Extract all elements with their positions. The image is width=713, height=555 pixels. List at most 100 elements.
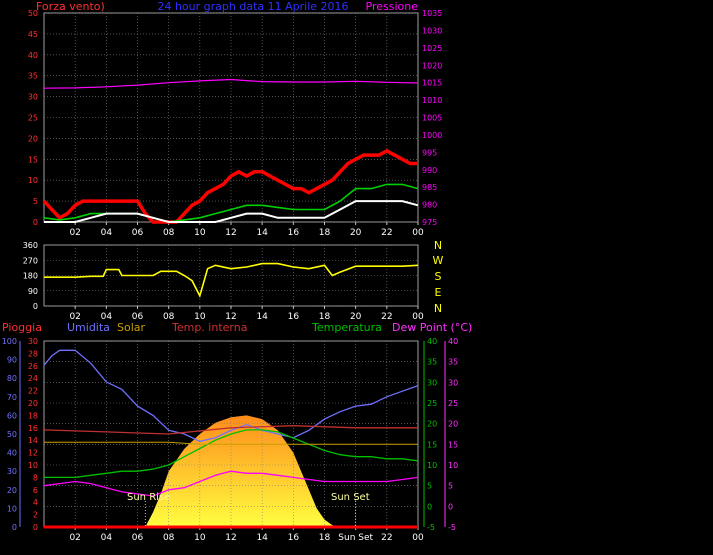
- inside-temp-label: Temp. interna: [171, 321, 247, 334]
- wind-ytick-label: 45: [28, 30, 38, 39]
- wind-xtick-label: 14: [256, 228, 268, 238]
- atmo-xtick-label: 22: [381, 533, 392, 543]
- pressure-ytick-label: 1035: [422, 9, 442, 18]
- wind-pressure-panel: 0510152025303540455097598098599099510001…: [28, 9, 443, 238]
- wind-ytick-label: 10: [28, 176, 38, 185]
- sun-rise-label: Sun Rise: [127, 492, 170, 503]
- humidity-label: Umidita: [67, 321, 110, 334]
- pressure-line: [43, 78, 419, 89]
- humidity-ytick-label: 80: [7, 374, 17, 383]
- dew-ytick-label: 25: [448, 399, 458, 408]
- humidity-ytick-label: 10: [7, 504, 17, 513]
- pressure-ytick-label: 990: [422, 166, 437, 175]
- rain-ytick-label: 28: [28, 349, 38, 358]
- rain-label: Pioggia: [2, 321, 42, 334]
- compass-west: W: [433, 254, 444, 267]
- direction-ytick-label: 90: [28, 287, 38, 296]
- rain-ytick-label: 18: [28, 411, 38, 420]
- temperature-ytick-label: 5: [427, 482, 432, 491]
- sun-set-label: Sun Set: [331, 492, 370, 503]
- dew-ytick-label: 15: [448, 440, 458, 449]
- atmo-xtick-label: 08: [163, 533, 175, 543]
- pressure-ytick-label: 980: [422, 201, 437, 210]
- atmo-xtick-label: 16: [288, 533, 300, 543]
- wind-ytick-label: 0: [33, 218, 38, 227]
- rain-ytick-label: 8: [33, 473, 38, 482]
- humidity-ytick-label: 90: [7, 356, 17, 365]
- direction-xtick-label: 02: [69, 312, 80, 322]
- direction-xtick-label: 16: [288, 312, 300, 322]
- atmo-xtick-label: 00: [412, 533, 424, 543]
- humidity-ytick-label: 60: [7, 411, 17, 420]
- direction-xtick-label: 14: [256, 312, 268, 322]
- dew-ytick-label: -5: [448, 523, 456, 532]
- temperature-ytick-label: 15: [427, 440, 437, 449]
- pressure-ytick-label: 1000: [422, 131, 442, 140]
- wind-xtick-label: 08: [163, 228, 175, 238]
- rain-ytick-label: 12: [28, 449, 38, 458]
- humidity-ytick-label: 30: [7, 467, 17, 476]
- pressure-ytick-label: 995: [422, 148, 437, 157]
- direction-ytick-label: 180: [23, 272, 38, 281]
- rain-ytick-label: 14: [28, 436, 38, 445]
- pressure-ytick-label: 1010: [422, 96, 442, 105]
- rain-ytick-label: 10: [28, 461, 38, 470]
- dew-ytick-label: 30: [448, 378, 458, 387]
- solar-label: Solar: [117, 321, 146, 334]
- atmo-xtick-label: 12: [225, 533, 236, 543]
- wind-direction-line: [44, 262, 419, 298]
- direction-xtick-label: 04: [101, 312, 113, 322]
- temperature-ytick-label: 10: [427, 461, 437, 470]
- graph-date-title: 24 hour graph data 11 Aprile 2016: [157, 0, 348, 13]
- humidity-ytick-label: 70: [7, 393, 17, 402]
- direction-xtick-label: 22: [381, 312, 392, 322]
- dew-ytick-label: 5: [448, 482, 453, 491]
- dew-ytick-label: 0: [448, 502, 453, 511]
- humidity-ytick-label: 50: [7, 430, 17, 439]
- temperature-ytick-label: 35: [427, 358, 437, 367]
- atmo-xtick-label: 02: [69, 533, 80, 543]
- temperature-label: Temperatura: [311, 321, 382, 334]
- direction-xtick-label: 20: [350, 312, 362, 322]
- compass-east: E: [435, 286, 442, 299]
- wind-ytick-label: 30: [28, 93, 38, 102]
- dew-point-label: Dew Point (°C): [392, 321, 472, 334]
- pressure-ytick-label: 1020: [422, 61, 442, 70]
- direction-ytick-label: 360: [23, 241, 38, 250]
- rain-ytick-label: 6: [33, 486, 38, 495]
- dew-point-line: [43, 470, 419, 497]
- atmo-xtick-label: 04: [101, 533, 113, 543]
- wind-direction-panel: 0 90 180 270 360 02 04 06 08 10 12 14 16 18 20 22 00: [23, 241, 424, 322]
- wind-ytick-label: 15: [28, 155, 38, 164]
- atmo-xtick-label: 14: [256, 533, 268, 543]
- dew-ytick-label: 20: [448, 420, 458, 429]
- pressure-ytick-label: 975: [422, 218, 437, 227]
- pressure-ytick-label: 985: [422, 183, 437, 192]
- compass-letters: N W S E N: [433, 239, 444, 315]
- temperature-ytick-label: 30: [427, 378, 437, 387]
- humidity-ytick-label: 40: [7, 449, 17, 458]
- direction-xtick-label: 18: [319, 312, 331, 322]
- temperature-ytick-label: -5: [427, 523, 435, 532]
- temperature-ytick-label: 0: [427, 502, 432, 511]
- wind-xtick-label: 10: [194, 228, 206, 238]
- rain-ytick-label: 22: [28, 387, 38, 396]
- humidity-ytick-label: 100: [2, 337, 17, 346]
- wind-xtick-label: 02: [69, 228, 80, 238]
- solar-radiation-area: [145, 415, 341, 527]
- wind-ytick-label: 35: [28, 72, 38, 81]
- solar-line: [44, 441, 418, 445]
- rain-ytick-label: 4: [33, 498, 38, 507]
- wind-title: Forza vento): [36, 0, 105, 13]
- direction-ytick-label: 0: [33, 302, 38, 311]
- direction-xtick-label: 12: [225, 312, 236, 322]
- pressure-ytick-label: 1005: [422, 114, 442, 123]
- temperature-ytick-label: 20: [427, 420, 437, 429]
- dew-ytick-label: 40: [448, 337, 458, 346]
- wind-xtick-label: 22: [381, 228, 392, 238]
- inside-temperature-line: [43, 425, 418, 435]
- atmo-xtick-label: 18: [319, 533, 331, 543]
- rain-ytick-label: 0: [33, 523, 38, 532]
- compass-north-bottom: N: [434, 302, 442, 315]
- direction-xtick-label: 10: [194, 312, 206, 322]
